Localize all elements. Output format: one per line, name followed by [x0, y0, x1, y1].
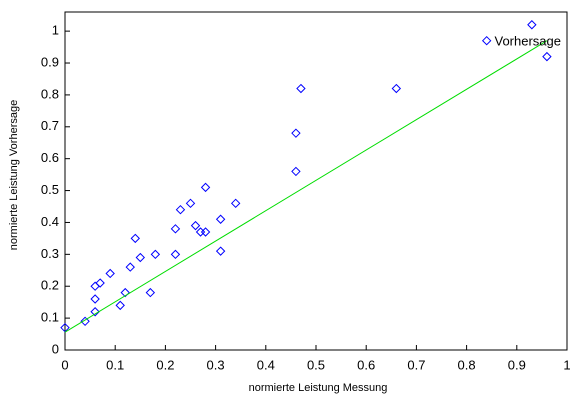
point	[80, 316, 90, 327]
point	[215, 246, 226, 256]
x-tick-label: 0.1	[106, 357, 124, 372]
point	[125, 262, 135, 272]
x-axis-label: normierte Leistung Messung	[249, 382, 388, 394]
y-tick-label: 0.7	[41, 118, 59, 133]
x-tick-label: 0.8	[458, 357, 476, 372]
point	[190, 220, 201, 231]
y-tick-label: 0.1	[41, 310, 59, 325]
legend-label: Vorhersage	[495, 33, 562, 48]
point	[291, 166, 301, 177]
point	[170, 224, 181, 234]
point	[120, 287, 130, 298]
point	[135, 252, 146, 263]
x-tick-label: 0.7	[407, 357, 425, 372]
y-tick-label: 0	[52, 341, 59, 356]
x-tick-label: 0.2	[156, 357, 174, 372]
y-tick-label: 1	[52, 23, 59, 38]
point	[195, 227, 206, 237]
point	[215, 214, 226, 224]
point	[296, 83, 306, 94]
point	[200, 182, 211, 193]
point	[185, 198, 196, 209]
point	[105, 268, 115, 279]
plot-area	[64, 11, 568, 351]
x-tick-label: 0.3	[207, 357, 225, 372]
x-tick-label: 0.4	[257, 357, 275, 372]
x-tick-label: 0.9	[508, 357, 526, 372]
point	[90, 281, 100, 291]
x-tick-label: 0.6	[357, 357, 375, 372]
y-tick-label: 0.6	[41, 150, 59, 165]
point	[291, 128, 301, 138]
point	[150, 249, 161, 260]
y-tick-label: 0.8	[41, 86, 59, 101]
y-axis-label: normierte Leistung Vorhersage	[8, 100, 20, 250]
x-tick-label: 0	[61, 357, 68, 372]
point	[170, 249, 181, 260]
y-tick-label: 0.5	[41, 182, 59, 197]
point	[90, 294, 100, 304]
y-tick-label: 0.3	[41, 246, 59, 261]
y-tick-label: 0.9	[41, 54, 59, 69]
point	[115, 300, 125, 311]
point	[95, 278, 105, 288]
x-tick-label: 0.5	[307, 357, 325, 372]
fit-line	[64, 40, 548, 333]
point	[391, 83, 402, 94]
y-tick-label: 0.4	[41, 214, 59, 229]
point	[230, 198, 241, 209]
point	[527, 20, 537, 30]
point	[200, 227, 211, 237]
y-tick-label: 0.2	[41, 278, 59, 293]
point	[481, 35, 492, 46]
point	[542, 51, 552, 62]
point	[90, 307, 100, 317]
x-tick-label: 1	[563, 357, 570, 372]
point	[130, 233, 140, 244]
point	[145, 287, 156, 298]
point	[175, 204, 186, 215]
